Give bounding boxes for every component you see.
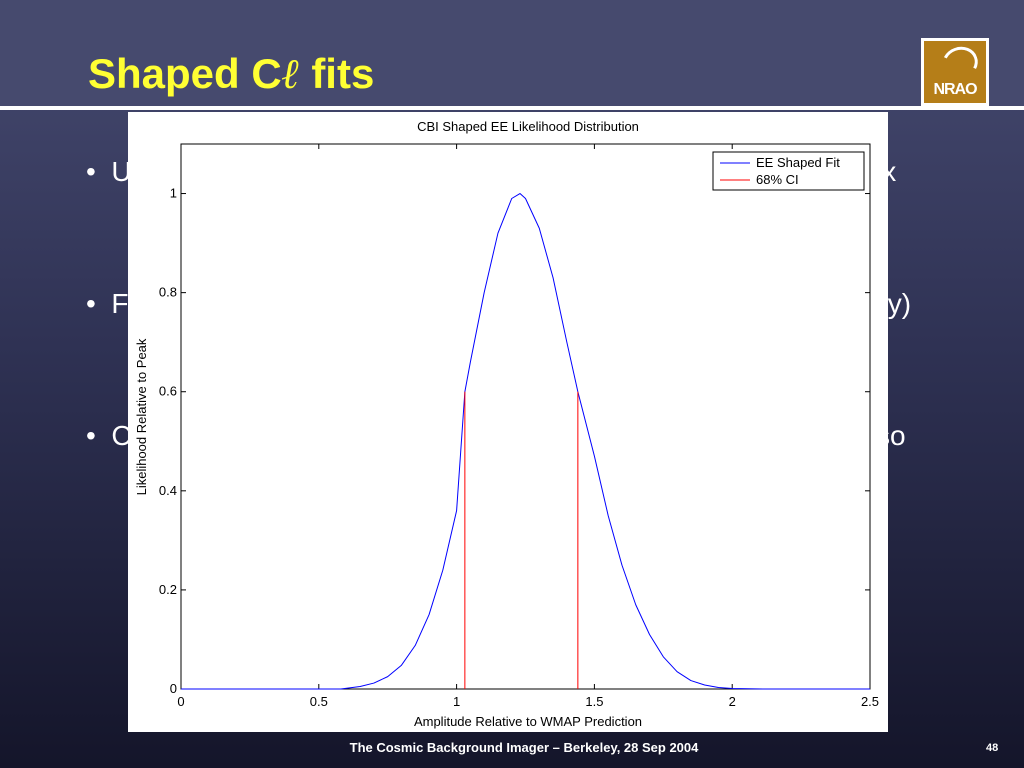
- bullet-marker: •: [86, 156, 96, 187]
- y-tick-label: 0.2: [159, 582, 177, 597]
- bullet-2-start: • F: [86, 288, 128, 320]
- plot-panel: CBI Shaped EE Likelihood Distribution Am…: [128, 112, 888, 732]
- likelihood-chart: CBI Shaped EE Likelihood Distribution Am…: [134, 119, 879, 729]
- radio-dish-icon: [937, 41, 983, 85]
- bullet-marker: •: [86, 420, 96, 451]
- plot-area: [180, 143, 871, 690]
- page-number: 48: [986, 742, 999, 754]
- x-tick-label: 2: [729, 694, 736, 709]
- bullet-marker: •: [86, 288, 96, 319]
- legend-label-fit: EE Shaped Fit: [756, 155, 840, 170]
- bullet-text: F: [111, 288, 129, 319]
- axis-ticks: 0 0.5 1 1.5 2 2.5 0 0.2 0.4 0.6 0.8 1: [159, 144, 879, 709]
- x-tick-label: 0.5: [310, 694, 328, 709]
- title-bar: [0, 0, 1024, 108]
- bullet-text: U: [111, 156, 132, 187]
- y-tick-label: 0.4: [159, 483, 177, 498]
- y-axis-label: Likelihood Relative to Peak: [134, 338, 149, 495]
- slide-title-suffix: fits: [299, 50, 375, 97]
- y-tick-label: 0.8: [159, 285, 177, 300]
- footer-text: The Cosmic Background Imager – Berkeley,…: [349, 740, 699, 755]
- slide-title: Shaped Cℓ fits: [88, 50, 374, 98]
- x-tick-label: 0: [177, 694, 184, 709]
- bullet-1-start: • U: [86, 156, 132, 188]
- nrao-logo: NRAO: [921, 38, 989, 106]
- bullet-text: C: [111, 420, 132, 451]
- y-tick-label: 0: [170, 681, 177, 696]
- logo-text: NRAO: [933, 81, 977, 98]
- y-tick-label: 0.6: [159, 384, 177, 399]
- legend-label-ci: 68% CI: [756, 172, 799, 187]
- x-axis-label: Amplitude Relative to WMAP Prediction: [414, 714, 642, 729]
- logo-badge: NRAO: [924, 41, 986, 103]
- title-divider: [0, 106, 1024, 110]
- x-tick-label: 2.5: [861, 694, 879, 709]
- bullet-3-start: • C: [86, 420, 132, 452]
- series-line-ee-shaped-fit: [181, 193, 870, 690]
- legend: EE Shaped Fit 68% CI: [712, 151, 865, 191]
- y-tick-label: 1: [170, 186, 177, 201]
- slide-title-prefix: Shaped C: [88, 50, 282, 97]
- x-tick-label: 1: [453, 694, 460, 709]
- series-marks: [181, 193, 870, 690]
- legend-box: [712, 151, 865, 191]
- chart-title: CBI Shaped EE Likelihood Distribution: [417, 119, 639, 134]
- slide-title-symbol: ℓ: [281, 49, 300, 98]
- x-tick-label: 1.5: [585, 694, 603, 709]
